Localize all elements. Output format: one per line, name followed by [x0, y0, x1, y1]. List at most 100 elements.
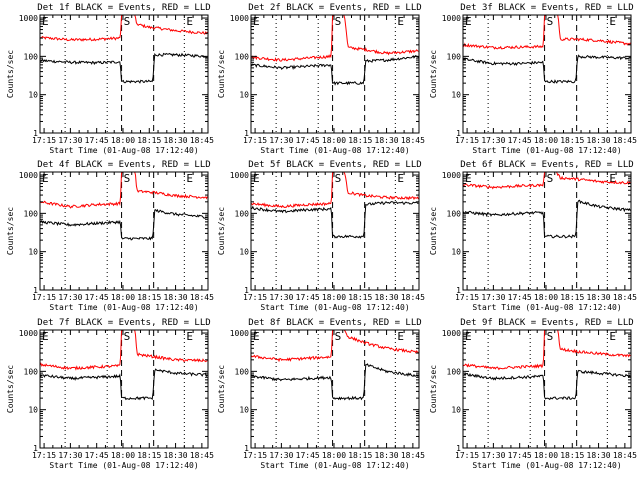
- x-tick-label: 17:15: [455, 136, 479, 145]
- x-tick-label: 18:45: [190, 293, 214, 302]
- y-axis-label: Counts/sec: [429, 207, 438, 255]
- marker-label: E: [465, 330, 472, 343]
- y-tick-label: 1000: [19, 14, 38, 23]
- x-tick-label: 17:15: [455, 293, 479, 302]
- detector-panel: Det 8f BLACK = Events, RED = LLD E S E 1 10 10…: [217, 318, 425, 470]
- panel-title: Det 9f BLACK = Events, RED = LLD: [460, 318, 633, 328]
- x-tick-label: 17:30: [269, 293, 293, 302]
- x-tick-label: 18:45: [190, 136, 214, 145]
- events-series-line: [39, 208, 208, 241]
- x-tick-label: 18:00: [111, 451, 135, 460]
- plot-frame: [39, 171, 209, 291]
- panel-title: Det 8f BLACK = Events, RED = LLD: [248, 318, 421, 328]
- x-tick-label: 17:30: [58, 136, 82, 145]
- x-axis-label: Start Time (01-Aug-08 17:12:40): [49, 303, 198, 312]
- detector-panel: Det 3f BLACK = Events, RED = LLD E S E 1 10 10…: [429, 3, 637, 155]
- x-tick-label: 18:00: [322, 293, 346, 302]
- marker-label: E: [609, 172, 616, 185]
- x-tick-label: 18:45: [401, 136, 425, 145]
- y-tick-label: 1000: [230, 329, 249, 338]
- y-tick-label: 100: [24, 367, 39, 376]
- panel-title: Det 4f BLACK = Events, RED = LLD: [37, 160, 210, 170]
- x-tick-label: 18:15: [137, 451, 161, 460]
- panel-title: Det 6f BLACK = Events, RED = LLD: [460, 160, 633, 170]
- x-tick-label: 17:30: [58, 451, 82, 460]
- y-tick-label: 1000: [442, 14, 461, 23]
- y-tick-label: 10: [451, 248, 461, 257]
- x-tick-label: 18:15: [560, 451, 584, 460]
- x-tick-label: 18:00: [111, 293, 135, 302]
- y-tick-label: 100: [447, 367, 462, 376]
- y-tick-label: 10: [28, 91, 38, 100]
- y-tick-label: 1: [33, 286, 38, 295]
- x-axis-label: Start Time (01-Aug-08 17:12:40): [260, 461, 409, 470]
- plot-frame: [462, 14, 632, 134]
- x-tick-label: 18:15: [137, 136, 161, 145]
- x-axis-label: Start Time (01-Aug-08 17:12:40): [472, 303, 621, 312]
- x-tick-label: 18:00: [534, 136, 558, 145]
- x-tick-label: 18:30: [375, 293, 399, 302]
- x-tick-label: 17:15: [243, 293, 267, 302]
- marker-label: S: [124, 172, 131, 185]
- x-tick-label: 18:15: [137, 293, 161, 302]
- plot-frame: [250, 171, 420, 291]
- y-tick-label: 100: [235, 52, 250, 61]
- x-tick-label: 17:30: [58, 293, 82, 302]
- x-tick-label: 17:15: [32, 293, 56, 302]
- marker-label: S: [335, 330, 342, 343]
- y-tick-label: 10: [451, 406, 461, 415]
- marker-label: E: [465, 15, 472, 28]
- x-tick-label: 17:45: [85, 136, 109, 145]
- marker-label: S: [335, 172, 342, 185]
- y-tick-label: 10: [239, 91, 249, 100]
- marker-label: E: [186, 15, 193, 28]
- x-axis-label: Start Time (01-Aug-08 17:12:40): [472, 146, 621, 155]
- detector-panel: Det 9f BLACK = Events, RED = LLD E S E 1 10 10…: [429, 318, 637, 470]
- x-tick-label: 18:30: [164, 451, 188, 460]
- y-tick-label: 1: [244, 129, 249, 138]
- marker-label: E: [397, 15, 404, 28]
- x-tick-label: 18:45: [401, 451, 425, 460]
- x-axis-label: Start Time (01-Aug-08 17:12:40): [49, 146, 198, 155]
- y-tick-label: 1: [33, 444, 38, 453]
- events-series-line: [250, 363, 419, 401]
- x-tick-label: 18:45: [190, 451, 214, 460]
- x-tick-label: 18:15: [348, 451, 372, 460]
- y-tick-label: 1000: [442, 329, 461, 338]
- x-tick-label: 18:15: [348, 293, 372, 302]
- plot-frame: [39, 14, 209, 134]
- x-axis-label: Start Time (01-Aug-08 17:12:40): [260, 146, 409, 155]
- panel-title: Det 2f BLACK = Events, RED = LLD: [248, 3, 421, 13]
- y-tick-label: 1: [244, 286, 249, 295]
- events-series-line: [40, 52, 208, 84]
- x-tick-label: 18:45: [613, 136, 637, 145]
- y-axis-label: Counts/sec: [429, 365, 438, 413]
- y-tick-label: 100: [447, 209, 462, 218]
- panel-title: Det 1f BLACK = Events, RED = LLD: [37, 3, 210, 13]
- x-tick-label: 17:15: [243, 451, 267, 460]
- y-tick-label: 1000: [230, 171, 249, 180]
- x-tick-label: 18:30: [375, 451, 399, 460]
- x-tick-label: 17:15: [455, 451, 479, 460]
- x-tick-label: 18:30: [587, 293, 611, 302]
- marker-label: S: [124, 330, 131, 343]
- events-series-line: [39, 368, 208, 401]
- x-tick-label: 18:30: [375, 136, 399, 145]
- detector-panel: Det 4f BLACK = Events, RED = LLD E S E 1 10 10…: [6, 160, 214, 312]
- y-tick-label: 100: [447, 52, 462, 61]
- x-tick-label: 17:45: [296, 293, 320, 302]
- x-tick-label: 17:45: [296, 451, 320, 460]
- detector-panel: Det 5f BLACK = Events, RED = LLD E S E 1 10 10…: [217, 160, 425, 312]
- detector-panel: Det 1f BLACK = Events, RED = LLD E S E 1 10 10…: [6, 3, 214, 155]
- events-series-line: [250, 54, 419, 86]
- x-tick-label: 17:45: [85, 451, 109, 460]
- y-tick-label: 100: [235, 367, 250, 376]
- x-tick-label: 18:30: [164, 136, 188, 145]
- x-tick-label: 17:45: [85, 293, 109, 302]
- marker-label: E: [253, 15, 260, 28]
- marker-label: E: [609, 15, 616, 28]
- x-tick-label: 18:45: [401, 293, 425, 302]
- x-tick-label: 17:15: [32, 451, 56, 460]
- y-axis-label: Counts/sec: [429, 50, 438, 98]
